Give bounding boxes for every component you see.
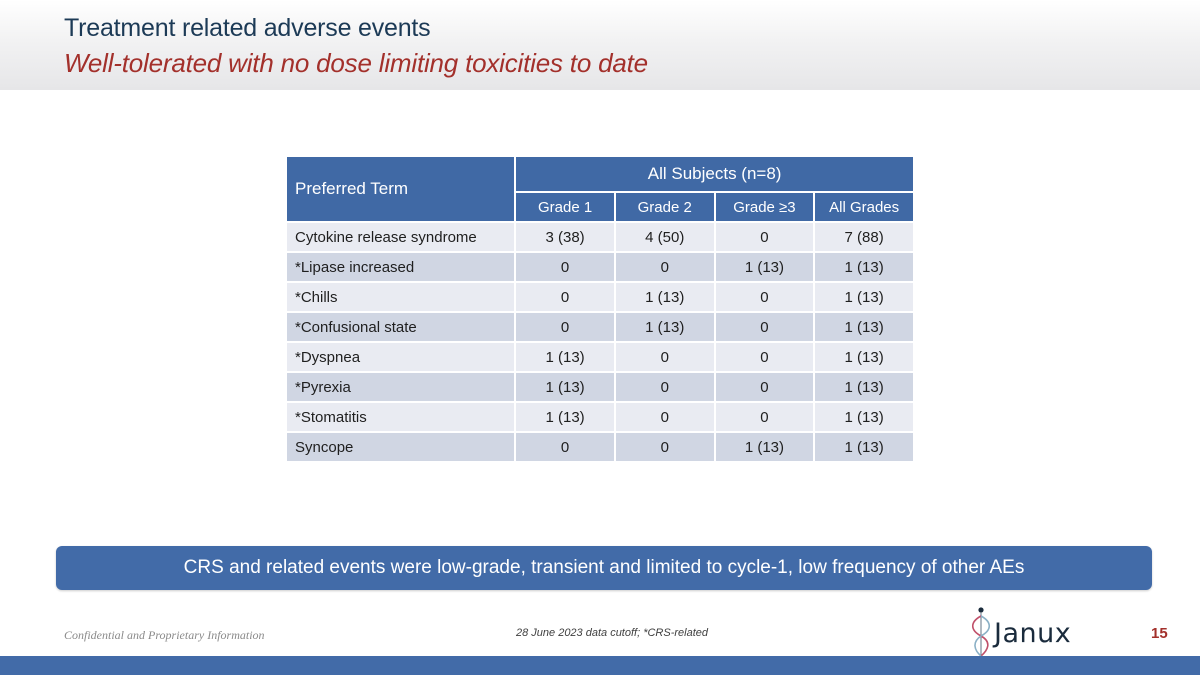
- table-row: Syncope 0 0 1 (13) 1 (13): [284, 431, 915, 463]
- value-cell: 0: [713, 341, 816, 373]
- value-cell: 0: [514, 311, 616, 343]
- term-cell: Cytokine release syndrome: [284, 221, 517, 253]
- header-band: [0, 0, 1200, 90]
- value-cell: 0: [613, 401, 716, 433]
- value-cell: 1 (13): [813, 431, 915, 463]
- all-subjects-header: All Subjects (n=8): [514, 155, 915, 193]
- value-cell: 0: [713, 401, 816, 433]
- table-row: Cytokine release syndrome 3 (38) 4 (50) …: [284, 221, 915, 253]
- table-row: *Chills 0 1 (13) 0 1 (13): [284, 281, 915, 313]
- adverse-events-table: Preferred Term All Subjects (n=8) Grade …: [284, 155, 915, 463]
- preferred-term-header: Preferred Term: [284, 155, 517, 223]
- all-grades-header: All Grades: [813, 191, 915, 223]
- term-cell: *Dyspnea: [284, 341, 517, 373]
- value-cell: 0: [613, 431, 716, 463]
- value-cell: 1 (13): [813, 401, 915, 433]
- value-cell: 0: [613, 341, 716, 373]
- table-row: *Pyrexia 1 (13) 0 0 1 (13): [284, 371, 915, 403]
- value-cell: 0: [514, 251, 616, 283]
- page-number: 15: [1151, 625, 1168, 642]
- janux-logo: Janux: [968, 606, 1088, 662]
- term-cell: *Stomatitis: [284, 401, 517, 433]
- value-cell: 3 (38): [514, 221, 616, 253]
- value-cell: 1 (13): [713, 251, 816, 283]
- value-cell: 0: [713, 281, 816, 313]
- value-cell: 1 (13): [713, 431, 816, 463]
- janux-helix-icon: [971, 607, 991, 657]
- slide-subtitle: Well-tolerated with no dose limiting tox…: [64, 48, 648, 78]
- value-cell: 1 (13): [813, 371, 915, 403]
- confidential-notice: Confidential and Proprietary Information: [64, 628, 265, 642]
- term-cell: *Lipase increased: [284, 251, 517, 283]
- term-cell: Syncope: [284, 431, 517, 463]
- value-cell: 0: [514, 431, 616, 463]
- value-cell: 1 (13): [813, 251, 915, 283]
- slide-title: Treatment related adverse events: [64, 14, 431, 42]
- value-cell: 7 (88): [813, 221, 915, 253]
- table-row: *Confusional state 0 1 (13) 0 1 (13): [284, 311, 915, 343]
- grade-2-header: Grade 2: [613, 191, 716, 223]
- value-cell: 1 (13): [514, 401, 616, 433]
- table-row: *Stomatitis 1 (13) 0 0 1 (13): [284, 401, 915, 433]
- value-cell: 1 (13): [514, 341, 616, 373]
- value-cell: 0: [613, 251, 716, 283]
- data-cutoff-note: 28 June 2023 data cutoff; *CRS-related: [516, 627, 709, 639]
- summary-banner: CRS and related events were low-grade, t…: [56, 546, 1152, 590]
- value-cell: 1 (13): [813, 311, 915, 343]
- value-cell: 1 (13): [514, 371, 616, 403]
- value-cell: 1 (13): [613, 311, 716, 343]
- term-cell: *Pyrexia: [284, 371, 517, 403]
- table-row: *Lipase increased 0 0 1 (13) 1 (13): [284, 251, 915, 283]
- value-cell: 1 (13): [613, 281, 716, 313]
- logo-wordmark: Janux: [994, 618, 1072, 649]
- value-cell: 1 (13): [813, 281, 915, 313]
- table-row: *Dyspnea 1 (13) 0 0 1 (13): [284, 341, 915, 373]
- value-cell: 1 (13): [813, 341, 915, 373]
- footer-band: [0, 656, 1200, 675]
- value-cell: 0: [713, 221, 816, 253]
- grade-1-header: Grade 1: [514, 191, 616, 223]
- value-cell: 4 (50): [613, 221, 716, 253]
- value-cell: 0: [514, 281, 616, 313]
- term-cell: *Confusional state: [284, 311, 517, 343]
- value-cell: 0: [713, 311, 816, 343]
- term-cell: *Chills: [284, 281, 517, 313]
- grade-3plus-header: Grade ≥3: [713, 191, 816, 223]
- value-cell: 0: [613, 371, 716, 403]
- value-cell: 0: [713, 371, 816, 403]
